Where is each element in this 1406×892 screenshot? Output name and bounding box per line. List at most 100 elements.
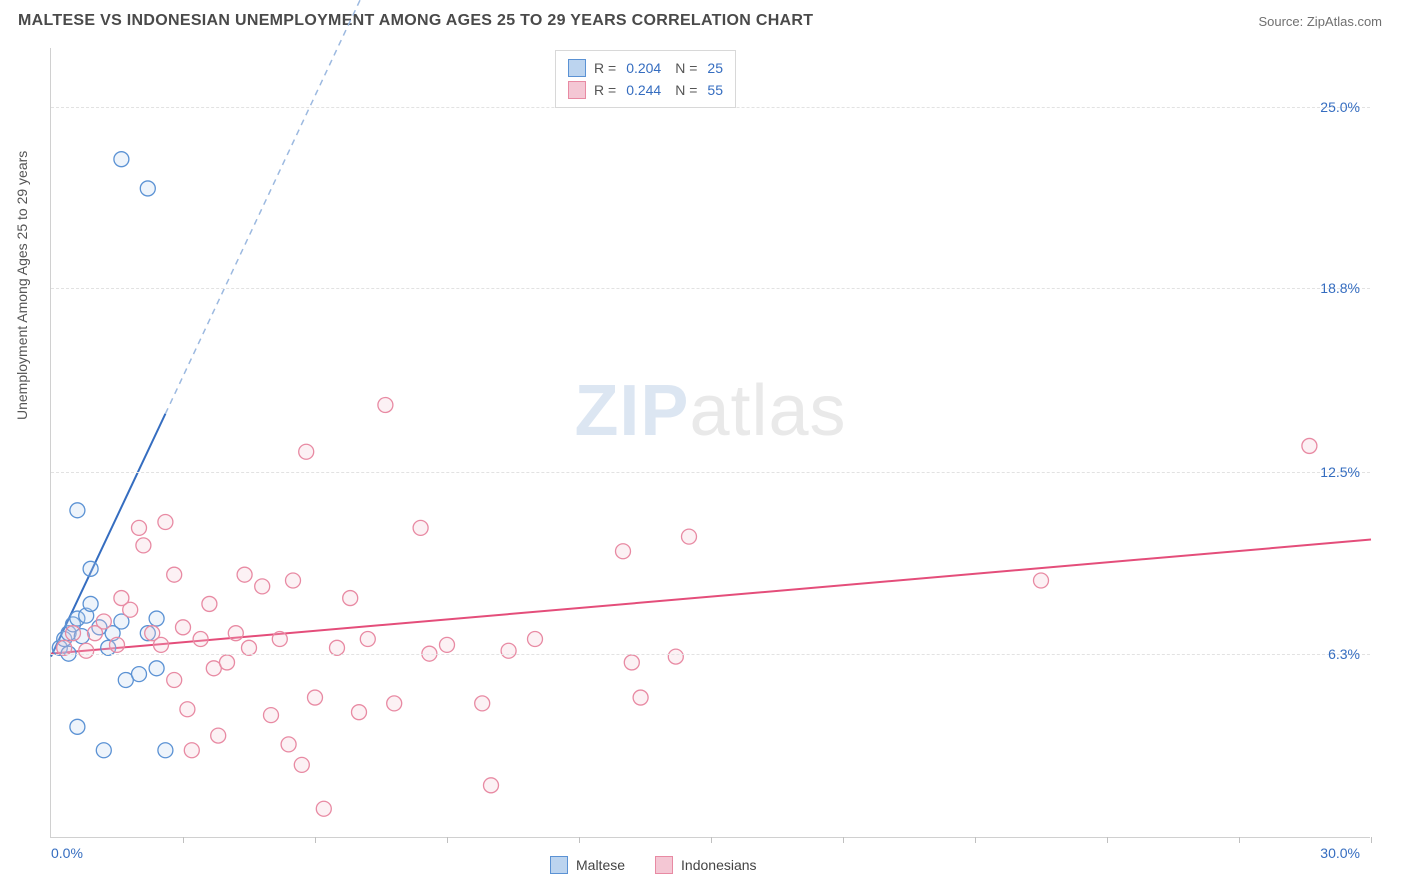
data-point bbox=[352, 705, 367, 720]
data-point bbox=[132, 667, 147, 682]
y-tick-label: 18.8% bbox=[1320, 280, 1360, 296]
data-point bbox=[79, 643, 94, 658]
x-tick-mark bbox=[975, 837, 976, 843]
data-point bbox=[110, 637, 125, 652]
x-tick-mark bbox=[579, 837, 580, 843]
data-point bbox=[114, 591, 129, 606]
data-point bbox=[202, 596, 217, 611]
data-point bbox=[184, 743, 199, 758]
data-point bbox=[281, 737, 296, 752]
data-point bbox=[83, 596, 98, 611]
source-label: Source: ZipAtlas.com bbox=[1258, 14, 1382, 29]
data-point bbox=[96, 614, 111, 629]
legend-row: R = 0.244 N = 55 bbox=[568, 79, 723, 101]
data-point bbox=[343, 591, 358, 606]
data-point bbox=[211, 728, 226, 743]
data-point bbox=[180, 702, 195, 717]
legend-swatch bbox=[550, 856, 568, 874]
x-tick-mark bbox=[711, 837, 712, 843]
data-point bbox=[528, 632, 543, 647]
data-point bbox=[264, 708, 279, 723]
legend-swatch bbox=[568, 81, 586, 99]
x-tick-mark bbox=[1107, 837, 1108, 843]
legend-item: Maltese bbox=[550, 856, 625, 874]
data-point bbox=[154, 637, 169, 652]
data-point bbox=[176, 620, 191, 635]
data-point bbox=[158, 515, 173, 530]
data-point bbox=[682, 529, 697, 544]
x-tick-mark bbox=[447, 837, 448, 843]
legend-n-value: 25 bbox=[707, 57, 723, 79]
data-point bbox=[413, 520, 428, 535]
y-axis-label: Unemployment Among Ages 25 to 29 years bbox=[14, 151, 30, 420]
data-point bbox=[484, 778, 499, 793]
x-tick-mark bbox=[843, 837, 844, 843]
gridline bbox=[51, 288, 1370, 289]
gridline bbox=[51, 472, 1370, 473]
correlation-legend: R = 0.204 N = 25 R = 0.244 N = 55 bbox=[555, 50, 736, 108]
data-point bbox=[272, 632, 287, 647]
data-point bbox=[1034, 573, 1049, 588]
y-tick-label: 12.5% bbox=[1320, 464, 1360, 480]
data-point bbox=[132, 520, 147, 535]
data-point bbox=[501, 643, 516, 658]
data-point bbox=[70, 503, 85, 518]
x-tick-mark bbox=[183, 837, 184, 843]
data-point bbox=[83, 561, 98, 576]
data-point bbox=[66, 626, 81, 641]
data-point bbox=[475, 696, 490, 711]
chart-area: ZIPatlas 0.0% 30.0% 6.3%12.5%18.8%25.0% bbox=[50, 48, 1370, 838]
data-point bbox=[294, 757, 309, 772]
data-point bbox=[167, 673, 182, 688]
data-point bbox=[299, 444, 314, 459]
legend-n-value: 55 bbox=[707, 79, 723, 101]
data-point bbox=[440, 637, 455, 652]
legend-r-value: 0.204 bbox=[626, 57, 661, 79]
data-point bbox=[668, 649, 683, 664]
data-point bbox=[167, 567, 182, 582]
x-tick-mark bbox=[1371, 837, 1372, 843]
x-tick-mark bbox=[315, 837, 316, 843]
data-point bbox=[378, 397, 393, 412]
legend-row: R = 0.204 N = 25 bbox=[568, 57, 723, 79]
data-point bbox=[360, 632, 375, 647]
data-point bbox=[633, 690, 648, 705]
legend-r-label: R = bbox=[594, 79, 616, 101]
data-point bbox=[96, 743, 111, 758]
legend-swatch bbox=[655, 856, 673, 874]
trend-line bbox=[165, 0, 592, 414]
legend-n-label: N = bbox=[675, 79, 697, 101]
data-point bbox=[140, 181, 155, 196]
x-axis-end: 30.0% bbox=[1320, 845, 1360, 861]
data-point bbox=[228, 626, 243, 641]
chart-title: MALTESE VS INDONESIAN UNEMPLOYMENT AMONG… bbox=[18, 12, 813, 30]
data-point bbox=[220, 655, 235, 670]
plot-svg bbox=[51, 48, 1370, 837]
y-tick-label: 25.0% bbox=[1320, 99, 1360, 115]
trend-line bbox=[51, 540, 1371, 654]
data-point bbox=[193, 632, 208, 647]
data-point bbox=[149, 611, 164, 626]
data-point bbox=[149, 661, 164, 676]
data-point bbox=[308, 690, 323, 705]
series-legend: Maltese Indonesians bbox=[550, 856, 757, 874]
data-point bbox=[114, 152, 129, 167]
data-point bbox=[387, 696, 402, 711]
legend-r-label: R = bbox=[594, 57, 616, 79]
x-axis-start: 0.0% bbox=[51, 845, 83, 861]
legend-n-label: N = bbox=[675, 57, 697, 79]
data-point bbox=[136, 538, 151, 553]
header: MALTESE VS INDONESIAN UNEMPLOYMENT AMONG… bbox=[0, 0, 1406, 38]
data-point bbox=[286, 573, 301, 588]
legend-item: Indonesians bbox=[655, 856, 757, 874]
legend-swatch bbox=[568, 59, 586, 77]
legend-label: Maltese bbox=[576, 857, 625, 873]
legend-r-value: 0.244 bbox=[626, 79, 661, 101]
data-point bbox=[255, 579, 270, 594]
data-point bbox=[70, 719, 85, 734]
y-tick-label: 6.3% bbox=[1328, 646, 1360, 662]
x-tick-mark bbox=[1239, 837, 1240, 843]
data-point bbox=[616, 544, 631, 559]
data-point bbox=[624, 655, 639, 670]
data-point bbox=[1302, 438, 1317, 453]
